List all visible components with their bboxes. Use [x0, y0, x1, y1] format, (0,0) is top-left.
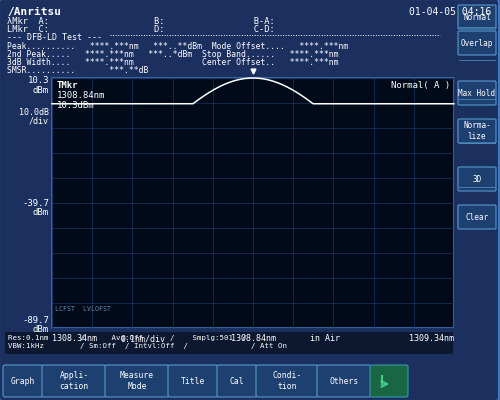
Text: 3dB Width....   ****.***nm              Center Offset..   ****.***nm: 3dB Width.... ****.***nm Center Offset..… [7, 58, 338, 67]
Text: Others: Others [330, 376, 358, 386]
Text: LCFST  LVLOFST: LCFST LVLOFST [55, 306, 111, 312]
Text: -89.7: -89.7 [22, 316, 49, 325]
Text: Graph: Graph [11, 376, 35, 386]
FancyBboxPatch shape [458, 31, 496, 55]
Text: Norma-
lize: Norma- lize [463, 121, 491, 141]
Text: 1308.84nm: 1308.84nm [230, 334, 276, 343]
Text: SMSR..........       ***.**dB: SMSR.......... ***.**dB [7, 66, 148, 75]
Text: dBm: dBm [33, 208, 49, 217]
FancyBboxPatch shape [458, 119, 496, 143]
Text: Max Hold: Max Hold [458, 88, 496, 98]
Text: /Anritsu: /Anritsu [7, 7, 61, 17]
FancyBboxPatch shape [458, 5, 496, 29]
Text: 1308.84nm: 1308.84nm [57, 91, 106, 100]
Text: in Air: in Air [310, 334, 340, 343]
Text: 01-04-05 04:16: 01-04-05 04:16 [409, 7, 491, 17]
Text: λMkr  A:                    B:                 B-A:: λMkr A: B: B-A: [7, 17, 275, 26]
Text: Overlap: Overlap [461, 38, 493, 48]
Text: 3D: 3D [472, 174, 482, 184]
Text: Measure
Mode: Measure Mode [120, 371, 154, 391]
FancyBboxPatch shape [3, 365, 43, 397]
Text: Appli-
cation: Appli- cation [60, 371, 88, 391]
Text: VBW:1kHz        / Sm:Off  / Intvl:Off  /              / Att On: VBW:1kHz / Sm:Off / Intvl:Off / / Att On [8, 343, 287, 349]
Text: 1308.34nm: 1308.34nm [52, 334, 97, 343]
FancyBboxPatch shape [105, 365, 169, 397]
Text: Peak..........   ****.***nm   ***..**dBm  Mode Offset....   ****.***nm: Peak.......... ****.***nm ***..**dBm Mod… [7, 42, 348, 51]
Text: TMkr: TMkr [57, 81, 78, 90]
Bar [52, 78, 454, 328]
Text: -39.7: -39.7 [22, 199, 49, 208]
FancyBboxPatch shape [458, 205, 496, 229]
FancyBboxPatch shape [458, 81, 496, 105]
Text: Normal( A ): Normal( A ) [391, 81, 450, 90]
Text: 10.3: 10.3 [28, 76, 49, 85]
Text: 2nd Peak.....   ****.***nm   ***..*dBm  Stop Band......   ****.***nm: 2nd Peak..... ****.***nm ***..*dBm Stop … [7, 50, 338, 59]
Text: Cal: Cal [230, 376, 244, 386]
Text: dBm: dBm [33, 86, 49, 95]
Text: 10.3dBm: 10.3dBm [57, 101, 94, 110]
Text: /div: /div [29, 117, 49, 126]
Text: --- DFB-LD Test ---: --- DFB-LD Test --- [7, 33, 102, 42]
Text: Condi-
tion: Condi- tion [272, 371, 302, 391]
Bar [5, 332, 453, 354]
Text: Normal: Normal [463, 12, 491, 22]
FancyBboxPatch shape [256, 365, 318, 397]
FancyBboxPatch shape [317, 365, 371, 397]
FancyBboxPatch shape [217, 365, 257, 397]
Text: Res:0.1nm       /      Avg:Off      /    Smplg:501  /: Res:0.1nm / Avg:Off / Smplg:501 / [8, 335, 246, 341]
Text: 1309.34nm: 1309.34nm [409, 334, 454, 343]
FancyBboxPatch shape [370, 365, 408, 397]
Text: LMkr  C:                    D:                 C-D:: LMkr C: D: C-D: [7, 25, 275, 34]
Text: dBm: dBm [33, 325, 49, 334]
FancyBboxPatch shape [42, 365, 106, 397]
FancyBboxPatch shape [458, 167, 496, 191]
Text: Title: Title [181, 376, 205, 386]
Text: Clear: Clear [466, 212, 488, 222]
FancyBboxPatch shape [168, 365, 218, 397]
Text: 0.1nm/div: 0.1nm/div [120, 334, 166, 343]
Text: 10.0dB: 10.0dB [19, 108, 49, 117]
